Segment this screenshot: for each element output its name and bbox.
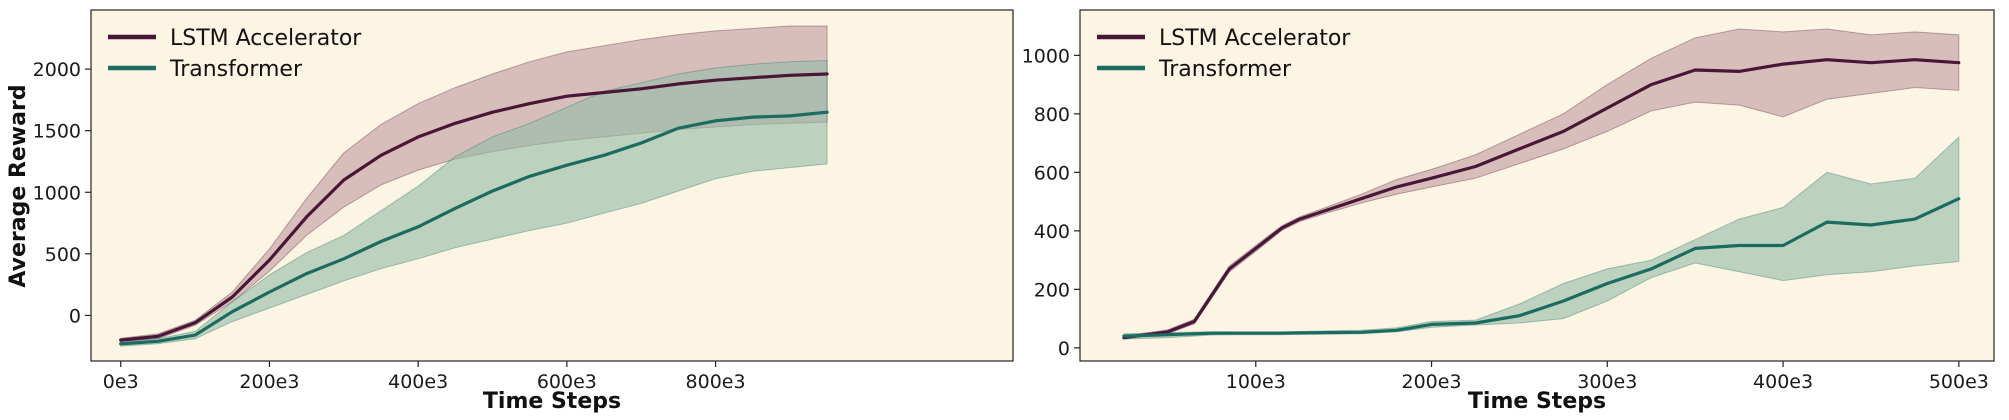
right-chart-panel: 0 200 400 600 800 1000 100e3 200e3 300e3 400e3 50… [1022,9,1995,414]
left-y-tick-label: 500 [45,244,81,266]
left-y-tick-label: 1000 [33,182,81,204]
right-lstm-series-line [1122,58,1961,340]
right-x-tick-label: 100e3 [1226,371,1286,393]
right-y-tick-label: 1000 [1022,45,1070,67]
left-x-axis-title: Time Steps [483,389,621,414]
left-y-tick-label: 1500 [33,121,81,143]
left-legend: LSTM Accelerator Transformer [108,26,362,82]
right-y-tick-label: 800 [1034,104,1070,126]
left-transformer-series-line [119,110,829,346]
right-transformer-series-line [1122,197,1961,338]
right-legend: LSTM Accelerator Transformer [1097,26,1351,82]
left-lstm-series-line [119,72,829,342]
left-y-axis-title: Average Reward [6,84,31,287]
right-x-tick-label: 300e3 [1577,371,1637,393]
left-y-tick-label: 0 [69,305,81,327]
right-x-tick-label: 500e3 [1929,371,1989,393]
left-legend-label-lstm: LSTM Accelerator [170,26,362,51]
left-x-tick-label: 600e3 [537,371,597,393]
left-x-tick-label: 200e3 [239,371,299,393]
right-y-tick-label: 0 [1058,338,1070,360]
left-transformer-confidence-band [120,59,828,347]
right-lstm-confidence-band [1123,28,1960,340]
left-x-tick-label: 800e3 [686,371,746,393]
left-x-tick-label: 0e3 [103,371,139,393]
right-legend-label-transformer: Transformer [1158,57,1292,82]
right-x-axis-title: Time Steps [1468,389,1606,414]
left-chart-panel: 0 500 1000 1500 2000 0e3 200e3 400e3 600e3 800e3… [6,9,1014,414]
right-y-tick-label: 400 [1034,221,1070,243]
right-x-tick-label: 400e3 [1753,371,1813,393]
left-x-tick-label: 400e3 [388,371,448,393]
left-y-tick-label: 2000 [33,59,81,81]
left-legend-label-transformer: Transformer [169,57,303,82]
right-y-tick-label: 600 [1034,162,1070,184]
right-legend-label-lstm: LSTM Accelerator [1159,26,1351,51]
right-x-tick-label: 200e3 [1402,371,1462,393]
right-y-tick-label: 200 [1034,279,1070,301]
